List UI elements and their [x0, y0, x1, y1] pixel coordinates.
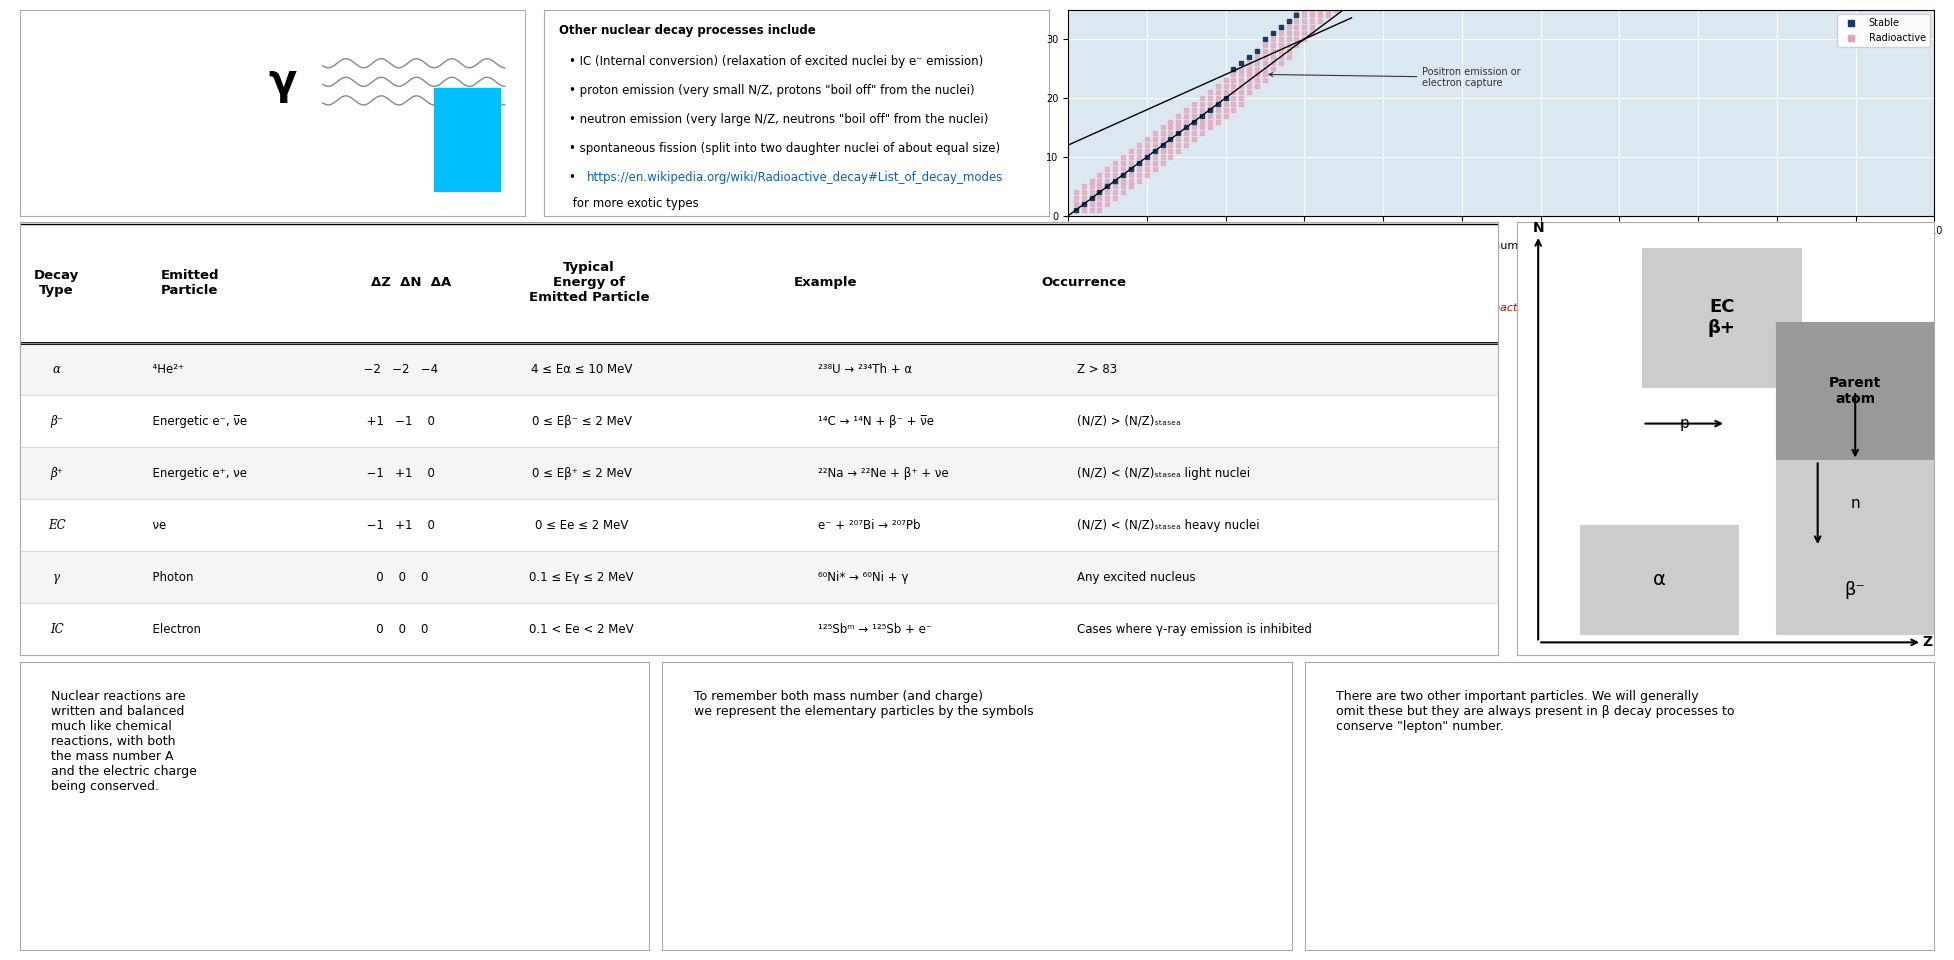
Text: blue dots are stable nuclei: blue dots are stable nuclei: [1344, 267, 1491, 276]
Text: −1   +1    0: −1 +1 0: [360, 519, 434, 532]
Text: −2   −2   −4: −2 −2 −4: [356, 363, 438, 376]
Text: (N/Z) > (N/Z)ₛₜₐₛₑₐ: (N/Z) > (N/Z)ₛₜₐₛₑₐ: [1077, 415, 1180, 428]
Text: ¹²⁵Sbᵐ → ¹²⁵Sb + e⁻: ¹²⁵Sbᵐ → ¹²⁵Sb + e⁻: [819, 623, 932, 636]
Text: −1   +1    0: −1 +1 0: [360, 467, 434, 480]
Text: ⁴He²⁺: ⁴He²⁺: [145, 363, 184, 376]
Bar: [20, 499, 1499, 551]
Text: (N/Z) < (N/Z)ₛₜₐₛₑₐ light nuclei: (N/Z) < (N/Z)ₛₜₐₛₑₐ light nuclei: [1077, 467, 1251, 480]
Bar: [20, 344, 1499, 396]
Text: 0 ≤ Eβ⁻ ≤ 2 MeV: 0 ≤ Eβ⁻ ≤ 2 MeV: [531, 415, 631, 428]
Text: β⁻: β⁻: [1845, 582, 1866, 599]
Bar: [1581, 525, 1739, 634]
Bar: [1776, 461, 1934, 547]
Text: Hydrogen-1: Hydrogen-1: [1084, 243, 1141, 253]
Text: Occurrence: Occurrence: [1041, 276, 1127, 289]
Bar: [1776, 322, 1934, 461]
Text: Electron: Electron: [145, 623, 201, 636]
Text: ²²Na → ²²Ne + β⁺ + νe: ²²Na → ²²Ne + β⁺ + νe: [819, 467, 950, 480]
Text: Z: Z: [1923, 636, 1933, 649]
Text: Nuclear reactions are
written and balanced
much like chemical
reactions, with bo: Nuclear reactions are written and balanc…: [51, 690, 197, 794]
Text: Positron emission or
electron capture: Positron emission or electron capture: [1268, 66, 1520, 88]
Text: EC: EC: [47, 519, 64, 532]
Text: (N/Z) < (N/Z)ₛₜₐₛₑₐ heavy nuclei: (N/Z) < (N/Z)ₛₜₐₛₑₐ heavy nuclei: [1077, 519, 1260, 532]
Bar: [434, 88, 500, 191]
Text: ⁶⁰Ni* → ⁶⁰Ni + γ: ⁶⁰Ni* → ⁶⁰Ni + γ: [819, 571, 909, 584]
Text: IC: IC: [49, 623, 63, 636]
Text: • IC (Internal conversion) (relaxation of excited nuclei by e⁻ emission): • IC (Internal conversion) (relaxation o…: [569, 55, 983, 68]
Text: for more exotic types: for more exotic types: [569, 198, 700, 210]
X-axis label: Atomic number, Z: Atomic number, Z: [1452, 241, 1551, 252]
Text: Cases where γ-ray emission is inhibited: Cases where γ-ray emission is inhibited: [1077, 623, 1311, 636]
Bar: [1643, 248, 1802, 387]
Bar: [20, 551, 1499, 604]
Text: • neutron emission (very large N/Z, neutrons "boil off" from the nuclei): • neutron emission (very large N/Z, neut…: [569, 112, 989, 126]
Text: νe: νe: [145, 519, 166, 532]
Text: N: N: [1532, 221, 1544, 235]
Text: Energetic e⁻, ν̅e: Energetic e⁻, ν̅e: [145, 415, 248, 428]
Text: Typical
Energy of
Emitted Particle: Typical Energy of Emitted Particle: [530, 261, 649, 304]
Text: Emitted
Particle: Emitted Particle: [160, 269, 219, 297]
Text: p: p: [1678, 416, 1688, 431]
Text: γ: γ: [268, 60, 297, 103]
Text: red dots are unstable (radioactive): red dots are unstable (radioactive): [1344, 302, 1538, 312]
Text: β⁺: β⁺: [51, 467, 63, 480]
Text: Any excited nucleus: Any excited nucleus: [1077, 571, 1196, 584]
Text: Other nuclear decay processes include: Other nuclear decay processes include: [559, 24, 815, 37]
Text: e⁻ + ²⁰⁷Bi → ²⁰⁷Pb: e⁻ + ²⁰⁷Bi → ²⁰⁷Pb: [819, 519, 920, 532]
Text: α: α: [53, 363, 61, 376]
Text: Photon: Photon: [145, 571, 193, 584]
Text: n: n: [1850, 496, 1860, 512]
Bar: [20, 604, 1499, 656]
Text: Parent
atom: Parent atom: [1829, 376, 1882, 406]
Bar: [20, 447, 1499, 499]
Text: Example: Example: [793, 276, 858, 289]
Text: Z > 83: Z > 83: [1077, 363, 1118, 376]
Text: 0.1 < Ee < 2 MeV: 0.1 < Ee < 2 MeV: [530, 623, 633, 636]
Text: 0    0    0: 0 0 0: [365, 571, 428, 584]
Text: γ: γ: [53, 571, 61, 584]
Text: https://en.wikipedia.org/wiki/Radioactive_decay#List_of_decay_modes: https://en.wikipedia.org/wiki/Radioactiv…: [586, 171, 1002, 183]
Text: 0 ≤ Ee ≤ 2 MeV: 0 ≤ Ee ≤ 2 MeV: [535, 519, 627, 532]
Text: ²³⁸U → ²³⁴Th + α: ²³⁸U → ²³⁴Th + α: [819, 363, 913, 376]
Text: Decay
Type: Decay Type: [33, 269, 78, 297]
Text: β⁻: β⁻: [51, 415, 63, 428]
Text: •: •: [569, 171, 580, 183]
Bar: [20, 396, 1499, 447]
Text: 0 ≤ Eβ⁺ ≤ 2 MeV: 0 ≤ Eβ⁺ ≤ 2 MeV: [531, 467, 631, 480]
Text: ¹⁴C → ¹⁴N + β⁻ + ν̅e: ¹⁴C → ¹⁴N + β⁻ + ν̅e: [819, 415, 934, 428]
Legend: Stable, Radioactive: Stable, Radioactive: [1837, 14, 1931, 47]
Text: ΔZ  ΔN  ΔA: ΔZ ΔN ΔA: [371, 276, 451, 289]
Text: 0.1 ≤ Eγ ≤ 2 MeV: 0.1 ≤ Eγ ≤ 2 MeV: [530, 571, 633, 584]
Bar: [1776, 547, 1934, 634]
Text: • spontaneous fission (split into two daughter nuclei of about equal size): • spontaneous fission (split into two da…: [569, 142, 1000, 155]
Text: • proton emission (very small N/Z, protons "boil off" from the nuclei): • proton emission (very small N/Z, proto…: [569, 84, 975, 97]
Text: α: α: [1653, 570, 1665, 589]
Text: +1   −1    0: +1 −1 0: [360, 415, 434, 428]
Text: Energetic e⁺, νe: Energetic e⁺, νe: [145, 467, 248, 480]
Text: EC
β+: EC β+: [1708, 298, 1735, 337]
Text: To remember both mass number (and charge)
we represent the elementary particles : To remember both mass number (and charge…: [694, 690, 1034, 718]
Text: There are two other important particles. We will generally
omit these but they a: There are two other important particles.…: [1337, 690, 1735, 733]
Text: 0    0    0: 0 0 0: [365, 623, 428, 636]
Text: 4 ≤ Eα ≤ 10 MeV: 4 ≤ Eα ≤ 10 MeV: [531, 363, 633, 376]
